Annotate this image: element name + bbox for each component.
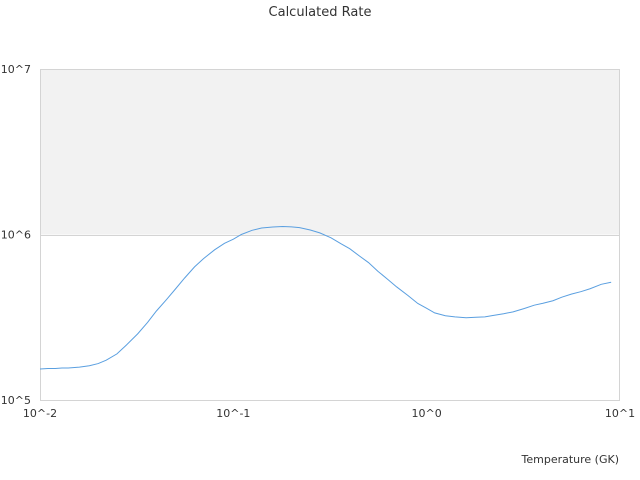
x-tick-label: 10^0	[412, 407, 442, 420]
y-tick-label: 10^5	[1, 394, 31, 407]
axes	[40, 69, 620, 401]
series-layer	[39, 226, 612, 370]
decade-band	[40, 234, 620, 400]
x-tick-label: 10^-2	[23, 407, 57, 420]
x-tick-label: 10^-1	[216, 407, 250, 420]
x-tick-label: 10^1	[605, 407, 635, 420]
plot-background	[40, 69, 620, 400]
decade-band	[40, 69, 620, 235]
y-tick-label: 10^7	[1, 63, 31, 76]
series-line	[39, 226, 612, 370]
chart-title: Calculated Rate	[269, 5, 372, 20]
tick-labels: 10^5 10^6 10^7 10^-2 10^-1 10^0 10^1	[1, 63, 635, 420]
x-axis-label: Temperature (GK)	[521, 453, 620, 466]
y-tick-label: 10^6	[1, 229, 31, 242]
